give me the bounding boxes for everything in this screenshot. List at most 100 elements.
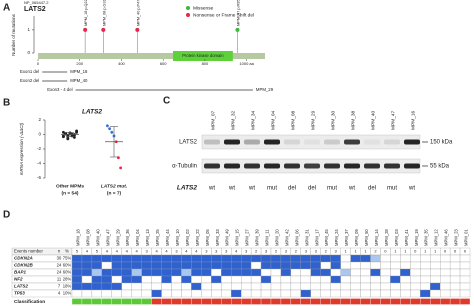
cell: [300, 289, 311, 298]
cell: [141, 254, 152, 263]
cell: [420, 282, 431, 291]
mutation-label: MPM_08 p.G313*: [102, 0, 106, 26]
band: [284, 163, 300, 169]
cell: [430, 282, 441, 291]
cell: [340, 289, 351, 298]
classification-cell: [221, 298, 232, 305]
cell: [360, 282, 371, 291]
cell: [459, 275, 471, 284]
cell: [449, 289, 461, 298]
lane-label: MPM_38: [350, 110, 356, 130]
sample-label: MPM_39: [255, 229, 260, 246]
cell: [340, 282, 351, 291]
cell: [201, 275, 212, 284]
event-count: 4: [86, 249, 89, 254]
band: [324, 163, 340, 169]
cell: [350, 275, 361, 284]
cell: [131, 282, 142, 291]
cell: [240, 275, 252, 284]
event-count: 2: [374, 249, 377, 254]
cell: [141, 261, 152, 270]
cell: [191, 275, 202, 284]
cell: [171, 282, 182, 291]
genotype: wt: [348, 186, 355, 192]
n-header: n: [58, 249, 61, 254]
cell: [201, 282, 212, 291]
deletion-name: Exon1 del: [20, 69, 39, 74]
cell: [191, 254, 202, 263]
genotype-label: LATS2: [177, 185, 197, 192]
cell: [101, 268, 112, 277]
legend-label: Missense: [193, 5, 214, 11]
cell: [131, 289, 142, 298]
cell: [310, 261, 321, 270]
classification-cell: [380, 298, 391, 305]
lollipop-head: [135, 27, 140, 32]
cell: [340, 268, 351, 277]
panel-title: LATS2: [82, 109, 102, 116]
event-count: 4: [136, 249, 139, 254]
cell: [300, 268, 311, 277]
lollipop-head: [83, 27, 88, 32]
sample-label: MPM_28: [384, 229, 389, 246]
band: [384, 139, 400, 145]
category-n: (n = 7): [107, 190, 122, 196]
sample-label: MPM_09: [354, 229, 359, 246]
y-tick-label: 0: [27, 50, 30, 55]
event-count: 4: [116, 249, 119, 254]
lane-label: MPM_29: [310, 110, 316, 130]
event-count: 0: [454, 249, 457, 254]
cell: [250, 289, 262, 298]
event-count: 3: [205, 249, 208, 254]
sample-label: MPM_45: [324, 229, 329, 246]
cell: [350, 289, 361, 298]
cell: [320, 261, 331, 270]
event-count: 4: [235, 249, 238, 254]
cell: [330, 282, 341, 291]
protein-bar: [38, 53, 265, 59]
cell: [161, 275, 172, 284]
sample-label: MPM_18: [75, 229, 80, 246]
cell: [449, 275, 461, 284]
band: [384, 163, 400, 169]
cell: [340, 254, 351, 263]
cell: [131, 275, 142, 284]
band: [224, 163, 240, 169]
classification-cell: [290, 298, 301, 305]
event-count: 4: [195, 249, 198, 254]
cell: [280, 268, 292, 277]
cell: [260, 275, 272, 284]
cell: [231, 275, 242, 284]
size-marker: 55 kDa: [430, 164, 450, 170]
cell: [290, 268, 301, 277]
cell: [71, 282, 83, 291]
sample-label: MPM_37: [344, 229, 349, 246]
classification-cell: [161, 298, 172, 305]
cell: [231, 282, 242, 291]
cell: [290, 261, 301, 270]
event-count: 2: [295, 249, 298, 254]
cell: [330, 261, 341, 270]
x-tick-label: 200: [76, 61, 83, 66]
classification-cell: [360, 298, 371, 305]
classification-cell: [81, 298, 93, 305]
gene-n: 11: [57, 277, 62, 282]
lollipop-head: [101, 27, 106, 32]
sample-label: MPM_46: [444, 229, 449, 246]
genotype: wt: [208, 186, 215, 192]
cell: [370, 282, 381, 291]
pct-header: %: [65, 249, 69, 254]
cell: [390, 268, 401, 277]
deletion-name: Exon2 del: [20, 78, 39, 83]
cell: [121, 275, 132, 284]
cell: [270, 282, 282, 291]
sample-label: MPM_13: [145, 229, 150, 246]
cell: [449, 282, 461, 291]
classification-cell: [430, 298, 441, 305]
cell: [161, 268, 172, 277]
cell: [350, 254, 361, 263]
cell: [350, 268, 361, 277]
event-count: 3: [146, 249, 149, 254]
data-point: [106, 124, 109, 128]
sample-label: MPM_29: [115, 229, 120, 246]
